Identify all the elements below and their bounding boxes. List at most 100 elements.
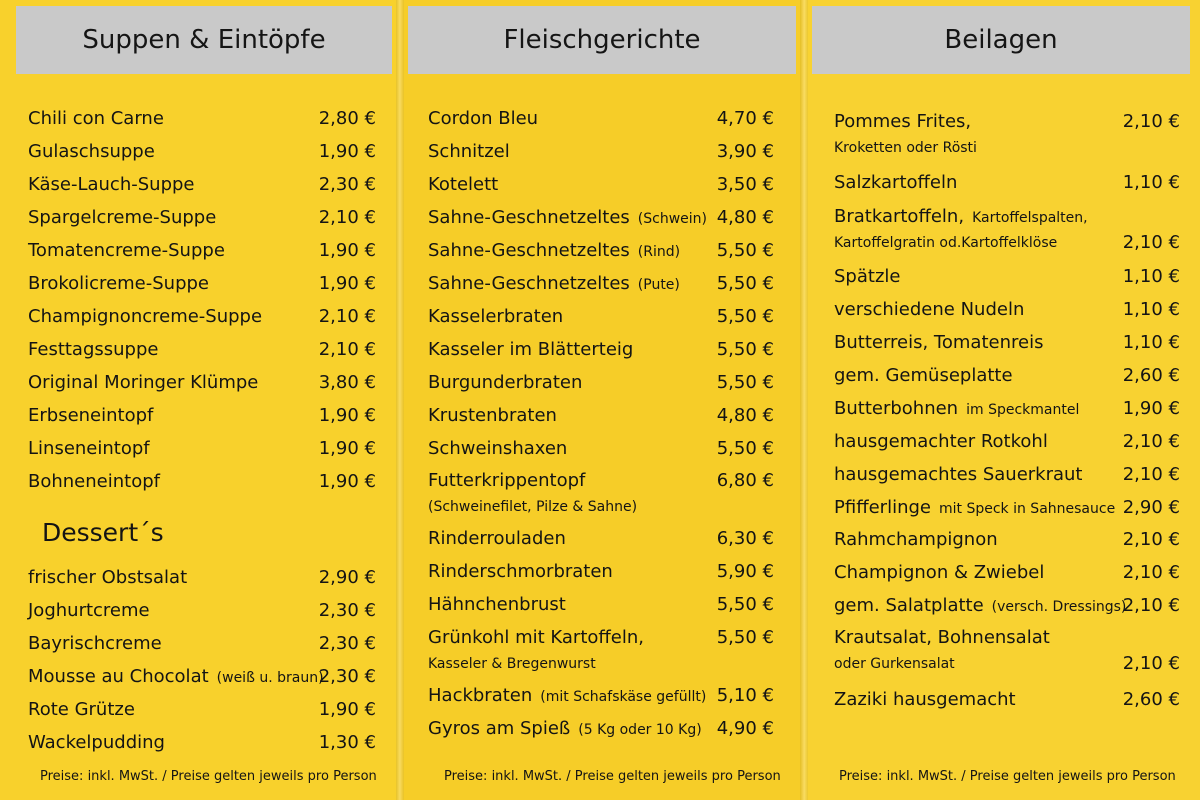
menu-item: Joghurtcreme 2,30 € <box>28 600 376 624</box>
menu-item-title: Hähnchenbrust <box>428 594 566 615</box>
menu-item-price: 5,50 € <box>716 627 774 648</box>
menu-item-title: Linseneintopf <box>28 438 150 459</box>
menu-item-title: Original Moringer Klümpe <box>28 372 259 393</box>
menu-item-title: verschiedene Nudeln <box>834 299 1025 320</box>
menu-item-name: gem. Gemüseplatte <box>834 365 1013 387</box>
menu-item: Krautsalat, Bohnensalat oder Gurkensalat 2… <box>834 627 1180 677</box>
menu-item: Erbseneintopf 1,90 € <box>28 405 376 429</box>
menu-item-name: Cordon Bleu <box>428 108 538 130</box>
menu-item: Zaziki hausgemacht 2,60 € <box>834 689 1180 713</box>
menu-item: Pommes Frites, Kroketten oder Rösti 2,10 € <box>834 111 1180 161</box>
menu-item-price: 6,30 € <box>716 528 774 549</box>
menu-item-title: Champignon & Zwiebel <box>834 562 1045 583</box>
menu-item-title: Chili con Carne <box>28 108 164 129</box>
menu-item-price: 2,60 € <box>1122 689 1180 710</box>
menu-item: Festtagssuppe 2,10 € <box>28 339 376 363</box>
menu-item: Kasseler im Blätterteig 5,50 € <box>428 339 774 363</box>
menu-item: Original Moringer Klümpe 3,80 € <box>28 372 376 396</box>
menu-item-title: Rote Grütze <box>28 699 135 720</box>
menu-item: Cordon Bleu 4,70 € <box>428 108 774 132</box>
menu-item-price: 3,50 € <box>716 174 774 195</box>
menu-item-price: 1,90 € <box>318 471 376 492</box>
menu-item-name: Joghurtcreme <box>28 600 150 622</box>
menu-item-price: 1,90 € <box>1122 398 1180 419</box>
menu-item-price: 1,90 € <box>318 438 376 459</box>
menu-item-note: (Pute) <box>637 277 680 293</box>
menu-item-price: 2,10 € <box>1122 111 1180 132</box>
menu-item-price: 2,10 € <box>1122 562 1180 583</box>
meat-header: Fleischgerichte <box>408 6 796 74</box>
menu-item-price: 2,90 € <box>1122 497 1180 518</box>
menu-item-name: Champignon & Zwiebel <box>834 562 1044 584</box>
menu-item-name: Pommes Frites, <box>834 111 971 133</box>
menu-item-name: Bayrischcreme <box>28 633 162 655</box>
menu-item-price: 1,90 € <box>318 273 376 294</box>
menu-item-name: Champignoncreme-Suppe <box>28 306 262 328</box>
menu-item-name: Gyros am Spieß (5 Kg oder 10 Kg) <box>428 718 702 741</box>
menu-item-name: Rote Grütze <box>28 699 135 721</box>
menu-item-title: Erbseneintopf <box>28 405 154 426</box>
menu-item: Gyros am Spieß (5 Kg oder 10 Kg) 4,90 € <box>428 718 774 742</box>
menu-item: Pfifferlinge mit Speck in Sahnesauce 2,90 … <box>834 497 1180 521</box>
menu-item-title: Zaziki hausgemacht <box>834 689 1016 710</box>
menu-item-name: Hähnchenbrust <box>428 594 566 616</box>
menu-item-note: Kartoffelspalten, <box>972 210 1088 226</box>
menu-item: Kasselerbraten 5,50 € <box>428 306 774 330</box>
menu-item-title: Burgunderbraten <box>428 372 583 393</box>
menu-item-price: 1,30 € <box>318 732 376 753</box>
menu-item-title: Grünkohl mit Kartoffeln, <box>428 627 644 648</box>
menu-item-name: Rinderschmorbraten <box>428 561 613 583</box>
menu-item-title: Butterbohnen <box>834 398 959 419</box>
menu-item: Gulaschsuppe 1,90 € <box>28 141 376 165</box>
menu-item-name: Butterbohnen im Speckmantel <box>834 398 1079 421</box>
menu-item-price: 2,30 € <box>318 666 376 687</box>
menu-item: Butterbohnen im Speckmantel 1,90 € <box>834 398 1180 422</box>
menu-item-name: Wackelpudding <box>28 732 165 754</box>
menu-item-price: 5,90 € <box>716 561 774 582</box>
menu-item-price: 2,10 € <box>318 339 376 360</box>
menu-item-subline: Kroketten oder Rösti <box>834 140 977 156</box>
menu-item-price: 2,30 € <box>318 600 376 621</box>
menu-item-note: (Schwein) <box>637 211 707 227</box>
menu-item-title: Mousse au Chocolat <box>28 666 209 687</box>
menu-item: Champignon & Zwiebel 2,10 € <box>834 562 1180 586</box>
soups-panel: Suppen & Eintöpfe Chili con Carne 2,80 € G… <box>0 0 400 800</box>
menu-item: Sahne-Geschnetzeltes (Schwein) 4,80 € <box>428 207 774 231</box>
menu-item-title: Kotelett <box>428 174 499 195</box>
menu-item: Kotelett 3,50 € <box>428 174 774 198</box>
menu-item: Tomatencreme-Suppe 1,90 € <box>28 240 376 264</box>
menu-item: Krustenbraten 4,80 € <box>428 405 774 429</box>
menu-item-price: 4,70 € <box>716 108 774 129</box>
menu-item: hausgemachter Rotkohl 2,10 € <box>834 431 1180 455</box>
menu-item-subline: oder Gurkensalat <box>834 656 955 672</box>
menu-item-price: 2,10 € <box>318 306 376 327</box>
menu-item-name: Spargelcreme-Suppe <box>28 207 216 229</box>
fold-line <box>396 0 404 800</box>
menu-item: Bayrischcreme 2,30 € <box>28 633 376 657</box>
sides-header: Beilagen <box>812 6 1190 74</box>
menu-item-name: Salzkartoffeln <box>834 172 957 194</box>
menu-item-note: (mit Schafskäse gefüllt) <box>540 689 707 705</box>
menu-item-name: hausgemachter Rotkohl <box>834 431 1048 453</box>
soups-header: Suppen & Eintöpfe <box>16 6 392 74</box>
menu-item: Burgunderbraten 5,50 € <box>428 372 774 396</box>
menu-item-title: Pommes Frites, <box>834 111 972 132</box>
menu-item-name: Kotelett <box>428 174 498 196</box>
menu-item-price: 5,50 € <box>716 438 774 459</box>
menu-item-title: Kasseler im Blätterteig <box>428 339 634 360</box>
menu-item: Rinderschmorbraten 5,90 € <box>428 561 774 585</box>
menu-item-name: Mousse au Chocolat (weiß u. braun) <box>28 666 324 689</box>
fold-line <box>800 0 808 800</box>
menu-item-name: Bohneneintopf <box>28 471 160 493</box>
menu-item-price: 5,50 € <box>716 273 774 294</box>
menu-item-title: Pfifferlinge <box>834 497 931 518</box>
menu-item-name: Butterreis, Tomatenreis <box>834 332 1043 354</box>
menu-item-note: (versch. Dressings) <box>991 599 1127 615</box>
menu-item-price: 2,60 € <box>1122 365 1180 386</box>
menu-item: Käse-Lauch-Suppe 2,30 € <box>28 174 376 198</box>
menu-item-price: 2,10 € <box>1122 529 1180 550</box>
menu-item: Grünkohl mit Kartoffeln, Kasseler & Brege… <box>428 627 774 677</box>
menu-item-name: Futterkrippentopf <box>428 470 585 492</box>
menu-item-title: Spargelcreme-Suppe <box>28 207 217 228</box>
menu-item-title: Krautsalat, Bohnensalat <box>834 627 1050 648</box>
